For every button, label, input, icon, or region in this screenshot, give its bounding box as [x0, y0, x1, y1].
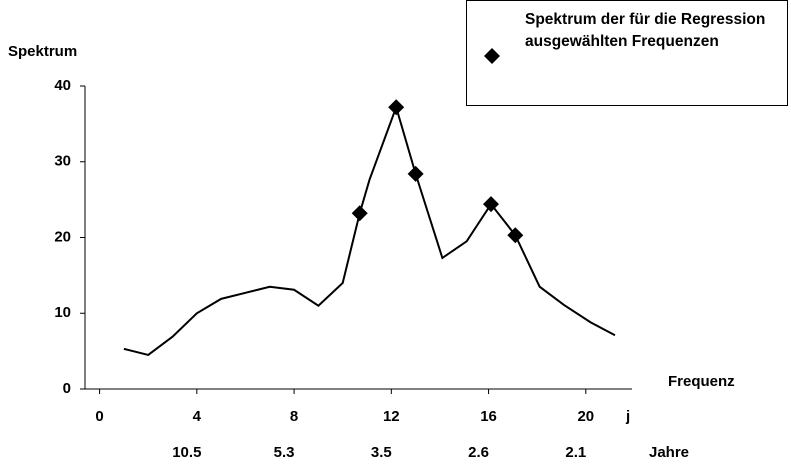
- y-tick-label: 10: [54, 304, 71, 321]
- y-tick-label: 40: [54, 77, 71, 94]
- x2-tick-label: 5.3: [274, 444, 295, 461]
- y-tick-label: 30: [54, 153, 71, 170]
- legend-marker: [484, 48, 500, 64]
- series-line: [123, 104, 616, 356]
- x-axis-label: Frequenz: [668, 373, 735, 390]
- x2-tick-label: 3.5: [371, 444, 392, 461]
- x2-tick-label: 2.6: [468, 444, 489, 461]
- x-tick-label: 0: [95, 408, 103, 425]
- marker: [407, 165, 424, 182]
- x-tick-label: 8: [290, 408, 298, 425]
- y-tick-label: 20: [54, 228, 71, 245]
- marker: [388, 99, 405, 116]
- legend-marker-box: [484, 48, 500, 64]
- x-tick-label: 20: [577, 408, 594, 425]
- x-tick-label: 4: [193, 408, 202, 425]
- y-tick-label: 0: [63, 380, 71, 397]
- marker: [507, 227, 524, 244]
- y-axis-label: Spektrum: [8, 43, 77, 60]
- legend: Spektrum der für die Regression ausgewäh…: [466, 0, 788, 106]
- x2-tick-label: 10.5: [172, 444, 201, 461]
- legend-label: Spektrum der für die Regression ausgewäh…: [525, 11, 766, 50]
- marker: [482, 196, 499, 213]
- x-tick-label: 12: [383, 408, 400, 425]
- x-unit-label: j: [625, 408, 630, 425]
- x2-tick-label: 2.1: [565, 444, 586, 461]
- x2-unit-label: Jahre: [649, 444, 689, 461]
- marker: [351, 205, 368, 222]
- x-tick-label: 16: [480, 408, 497, 425]
